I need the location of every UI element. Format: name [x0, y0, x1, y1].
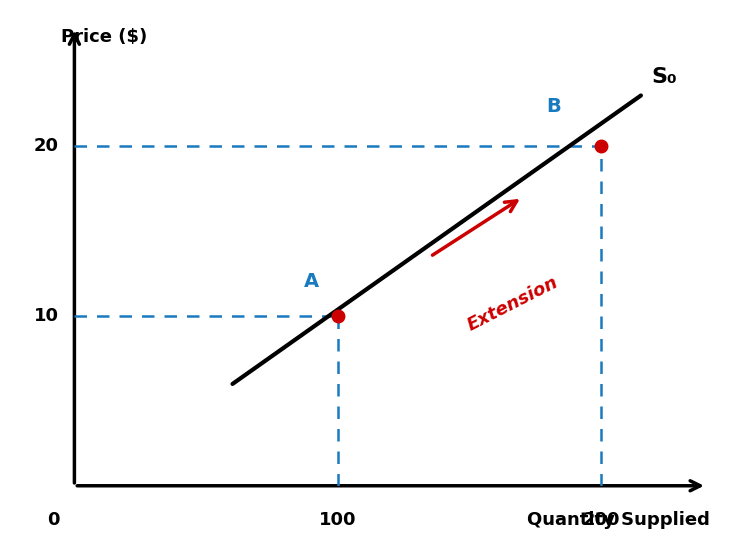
- Text: S₀: S₀: [652, 67, 677, 87]
- Text: 10: 10: [33, 307, 59, 325]
- Text: 100: 100: [319, 511, 356, 529]
- Text: 200: 200: [583, 511, 620, 529]
- Text: 0: 0: [47, 511, 60, 529]
- Text: Extension: Extension: [464, 274, 562, 335]
- Text: 20: 20: [33, 137, 59, 155]
- Text: A: A: [304, 272, 319, 290]
- Text: B: B: [547, 97, 561, 116]
- Text: Price ($): Price ($): [61, 28, 147, 46]
- Text: Quantity Supplied: Quantity Supplied: [527, 511, 710, 529]
